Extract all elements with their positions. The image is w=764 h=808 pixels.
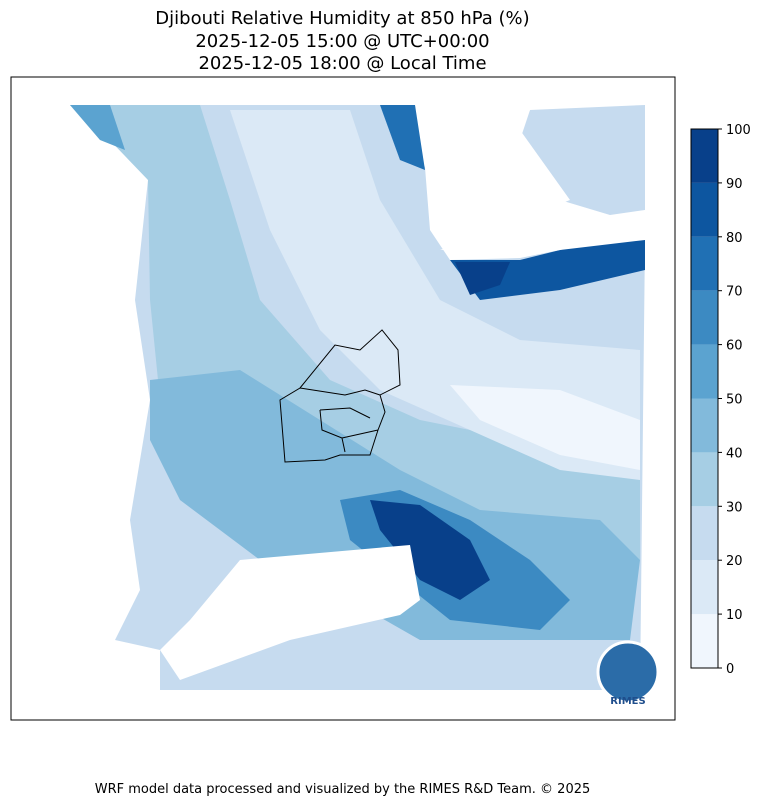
colorbar-tick-label: 30 bbox=[726, 500, 743, 515]
colorbar-band bbox=[691, 614, 718, 668]
colorbar-tick-label: 100 bbox=[726, 123, 751, 138]
colorbar-band bbox=[691, 182, 718, 237]
colorbar-band bbox=[691, 506, 718, 561]
title-line: 2025-12-05 18:00 @ Local Time bbox=[198, 53, 487, 74]
colorbar-band bbox=[691, 344, 718, 399]
contour bbox=[370, 500, 490, 600]
no-data bbox=[420, 105, 645, 260]
humidity-field bbox=[70, 105, 645, 690]
colorbar-tick-label: 90 bbox=[726, 177, 743, 192]
djibouti-border bbox=[279, 329, 401, 463]
contour bbox=[380, 105, 425, 170]
colorbar-band bbox=[691, 452, 718, 507]
colorbar-tick-label: 60 bbox=[726, 339, 743, 354]
map: RIMES 0 10 20 30 40 50 60 70 80 90 100 bbox=[10, 76, 751, 721]
colorbar-tick-label: 40 bbox=[726, 446, 743, 461]
no-data bbox=[160, 545, 420, 680]
contour bbox=[70, 105, 125, 150]
colorbar-tick-label: 80 bbox=[726, 231, 743, 246]
title-line: 2025-12-05 15:00 @ UTC+00:00 bbox=[195, 31, 490, 52]
colorbar-tick-label: 70 bbox=[726, 285, 743, 300]
logo: RIMES bbox=[596, 640, 660, 707]
colorbar-band bbox=[691, 560, 718, 615]
colorbar-tick-label: 50 bbox=[726, 393, 743, 408]
colorbar-tick-label: 20 bbox=[726, 554, 743, 569]
logo-emblem bbox=[596, 640, 660, 704]
colorbar-band bbox=[691, 129, 718, 183]
contour bbox=[450, 385, 640, 470]
colorbar-band bbox=[691, 236, 718, 291]
title-line: Djibouti Relative Humidity at 850 hPa (%… bbox=[155, 8, 530, 29]
colorbar: 0 10 20 30 40 50 60 70 80 90 100 bbox=[690, 123, 751, 677]
colorbar-tick-label: 10 bbox=[726, 608, 743, 623]
contour bbox=[230, 110, 640, 480]
colorbar-band bbox=[691, 398, 718, 453]
colorbar-tick-label: 0 bbox=[726, 662, 734, 677]
contour bbox=[455, 262, 510, 295]
logo-label: RIMES bbox=[610, 696, 645, 707]
colorbar-band bbox=[691, 290, 718, 345]
footer: WRF model data processed and visualized … bbox=[94, 782, 591, 797]
contour bbox=[70, 105, 640, 560]
